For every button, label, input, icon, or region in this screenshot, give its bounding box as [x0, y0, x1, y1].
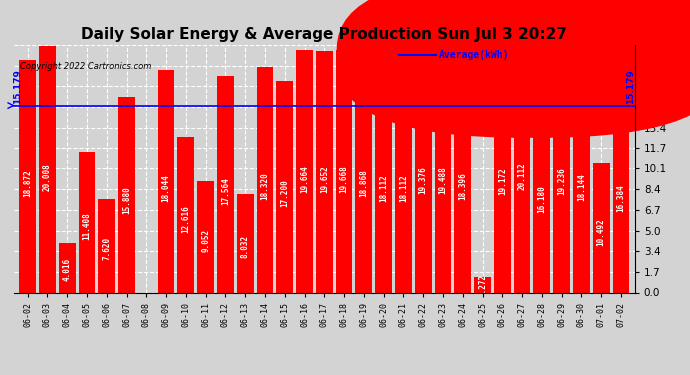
Text: 9.052: 9.052	[201, 228, 210, 252]
Bar	[494, 56, 511, 292]
Text: Average(kWh): Average(kWh)	[440, 50, 510, 60]
FancyBboxPatch shape	[337, 0, 690, 138]
Bar	[474, 277, 491, 292]
Text: Daily(kWh): Daily(kWh)	[545, 50, 604, 60]
Text: 12.616: 12.616	[181, 206, 190, 233]
Text: Copyright 2022 Cartronics.com: Copyright 2022 Cartronics.com	[20, 62, 151, 71]
Bar	[435, 53, 451, 292]
Bar	[316, 51, 333, 292]
Text: 11.408: 11.408	[83, 213, 92, 240]
Bar	[513, 45, 531, 292]
Text: 18.112: 18.112	[379, 174, 388, 201]
Text: 19.488: 19.488	[438, 166, 447, 194]
Bar	[158, 70, 175, 292]
Bar	[593, 163, 609, 292]
Bar	[296, 50, 313, 292]
Text: 19.664: 19.664	[300, 165, 309, 193]
Text: 19.172: 19.172	[497, 168, 506, 195]
Bar	[177, 137, 195, 292]
Text: 18.872: 18.872	[23, 170, 32, 197]
Text: 19.376: 19.376	[419, 166, 428, 194]
Text: 18.396: 18.396	[458, 172, 467, 200]
Text: 18.044: 18.044	[161, 174, 170, 202]
Bar	[99, 199, 115, 292]
Text: 18.868: 18.868	[359, 170, 368, 197]
Text: 15.179: 15.179	[13, 69, 22, 104]
Bar	[553, 56, 570, 292]
Text: 18.320: 18.320	[260, 172, 270, 200]
Bar	[19, 60, 36, 292]
Bar	[355, 60, 373, 292]
Text: 4.016: 4.016	[63, 258, 72, 281]
Text: 19.236: 19.236	[557, 167, 566, 195]
Title: Daily Solar Energy & Average Production Sun Jul 3 20:27: Daily Solar Energy & Average Production …	[81, 27, 567, 42]
Text: 1.272: 1.272	[478, 274, 487, 297]
Bar	[257, 67, 273, 292]
Bar	[59, 243, 76, 292]
Text: 18.112: 18.112	[399, 174, 408, 201]
Bar	[237, 194, 254, 292]
Text: 17.564: 17.564	[221, 177, 230, 205]
Bar	[217, 76, 234, 292]
Text: 7.620: 7.620	[102, 237, 111, 260]
Text: 20.112: 20.112	[518, 162, 526, 190]
Bar	[39, 46, 56, 292]
Bar	[276, 81, 293, 292]
Bar	[79, 152, 95, 292]
Text: 16.180: 16.180	[538, 185, 546, 213]
Bar	[335, 50, 353, 292]
Bar	[118, 97, 135, 292]
Text: 18.144: 18.144	[577, 174, 586, 201]
Text: 17.200: 17.200	[280, 179, 289, 207]
Text: 8.032: 8.032	[241, 234, 250, 258]
Bar	[613, 91, 629, 292]
Bar	[573, 69, 590, 292]
Text: 16.384: 16.384	[616, 184, 625, 211]
Text: 19.668: 19.668	[339, 165, 348, 192]
Bar	[454, 66, 471, 292]
Bar	[197, 181, 214, 292]
Bar	[533, 93, 550, 292]
Text: 10.492: 10.492	[597, 218, 606, 246]
Text: 15.880: 15.880	[122, 187, 131, 214]
Text: 19.652: 19.652	[319, 165, 329, 193]
Bar	[395, 69, 412, 292]
Text: 15.179: 15.179	[627, 69, 635, 104]
Bar	[415, 54, 431, 292]
Text: 20.008: 20.008	[43, 163, 52, 190]
Bar	[375, 69, 392, 292]
